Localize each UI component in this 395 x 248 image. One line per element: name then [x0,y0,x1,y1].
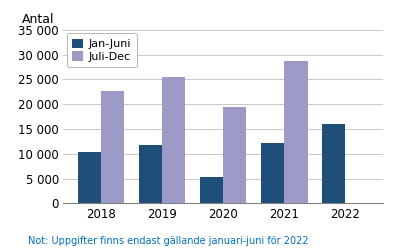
Bar [284,61,307,203]
Bar [78,152,101,203]
Bar [223,107,246,203]
Legend: Jan-Juni, Juli-Dec: Jan-Juni, Juli-Dec [66,33,137,67]
Bar [101,91,124,203]
Text: Antal: Antal [22,13,54,26]
Bar [162,77,185,203]
Bar [200,177,223,203]
Text: Not: Uppgifter finns endast gällande januari-juni för 2022: Not: Uppgifter finns endast gällande jan… [28,236,308,246]
Bar [261,143,284,203]
Bar [322,124,345,203]
Bar [139,145,162,203]
